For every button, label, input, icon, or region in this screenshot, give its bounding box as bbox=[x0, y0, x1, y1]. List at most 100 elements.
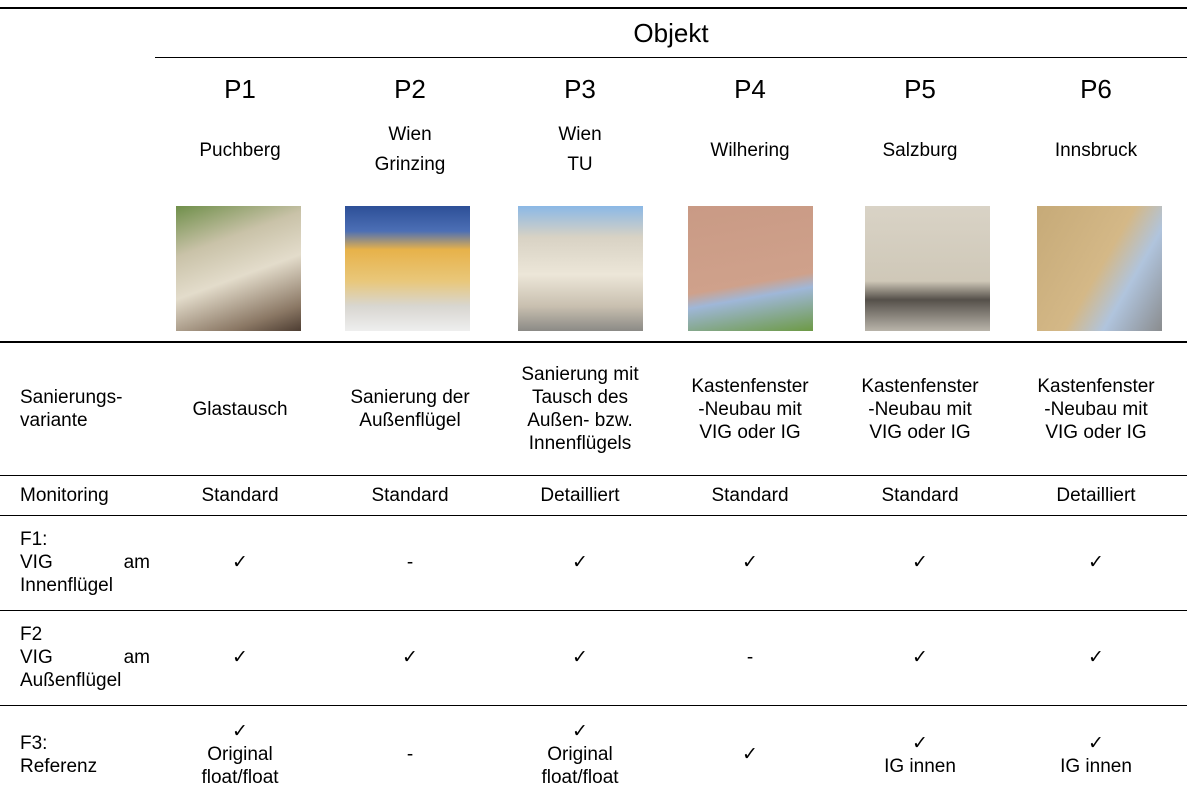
cell-line: ✓ bbox=[912, 732, 928, 754]
top-rule bbox=[0, 7, 1187, 9]
cell-line: IG innen bbox=[884, 755, 956, 777]
cell: - bbox=[665, 610, 835, 705]
cell: ✓ bbox=[155, 515, 325, 610]
location-line: Grinzing bbox=[374, 154, 446, 175]
location-line: Wien bbox=[558, 124, 602, 145]
row-label-line: F3: bbox=[20, 732, 48, 754]
cell: ✓ bbox=[155, 610, 325, 705]
cell: ✓ bbox=[1005, 515, 1187, 610]
cell-line: float/float bbox=[201, 767, 279, 788]
row-label-line: Referenz bbox=[20, 755, 98, 777]
cell-line: ✓ bbox=[742, 744, 758, 765]
row-label-line: variante bbox=[20, 410, 88, 431]
cell: Sanierung mit Tausch des Außen- bzw. Innenf… bbox=[495, 343, 665, 475]
column-id: P2 bbox=[394, 73, 426, 104]
cell-line: Außenflügel bbox=[359, 410, 461, 431]
cell-line: - bbox=[406, 552, 414, 573]
row-label: F2 VIG am Außenflügel bbox=[0, 610, 155, 705]
cell: Kastenfenster -Neubau mit VIG oder IG bbox=[835, 343, 1005, 475]
column-id: P3 bbox=[564, 73, 596, 104]
cell-line: ✓ bbox=[1088, 647, 1104, 668]
row-label-line: Monitoring bbox=[20, 484, 109, 506]
cell: ✓ bbox=[325, 610, 495, 705]
photo bbox=[345, 206, 470, 331]
row-label-line: Außenflügel bbox=[20, 670, 122, 691]
cell-line: ✓ bbox=[572, 552, 588, 573]
cell-line: VIG oder IG bbox=[1045, 421, 1147, 443]
cell-line: - bbox=[406, 744, 414, 765]
row-label-line: Sanierungs- bbox=[20, 387, 123, 408]
column-id: P1 bbox=[224, 73, 256, 104]
row-label: F3: Referenz bbox=[0, 705, 155, 804]
photo bbox=[518, 206, 643, 331]
cell-line: Außen- bzw. bbox=[527, 410, 633, 431]
cell-line: Standard bbox=[201, 484, 279, 506]
cell-line: ✓ bbox=[912, 647, 928, 668]
cell: Sanierung der Außenflügel bbox=[325, 343, 495, 475]
cell: ✓ bbox=[835, 610, 1005, 705]
row-rule bbox=[0, 475, 1187, 476]
cell: ✓ bbox=[665, 705, 835, 804]
cell-line: ✓ bbox=[402, 647, 418, 668]
cell-line: Tausch des bbox=[531, 387, 629, 408]
cell-line: Kastenfenster bbox=[861, 375, 979, 397]
location: Wien TU bbox=[495, 120, 665, 182]
location-line: TU bbox=[567, 154, 593, 175]
cell-line: ✓ bbox=[572, 721, 588, 742]
cell-line: ✓ bbox=[1088, 732, 1104, 754]
cell-line: ✓ bbox=[912, 552, 928, 573]
cell-line: -Neubau mit bbox=[1044, 398, 1148, 420]
row-label: Monitoring bbox=[0, 475, 155, 515]
cell: Standard bbox=[835, 475, 1005, 515]
row-rule bbox=[0, 515, 1187, 516]
cell-line: -Neubau mit bbox=[698, 398, 802, 420]
cell: Kastenfenster -Neubau mit VIG oder IG bbox=[665, 343, 835, 475]
cell-line: Sanierung der bbox=[350, 387, 470, 408]
location: Salzburg bbox=[835, 120, 1005, 182]
column-id: P4 bbox=[734, 73, 766, 104]
cell: ✓ bbox=[495, 515, 665, 610]
cell: Detailliert bbox=[1005, 475, 1187, 515]
row-rule bbox=[0, 705, 1187, 706]
cell: ✓ IG innen bbox=[835, 705, 1005, 804]
cell-line: ✓ bbox=[572, 647, 588, 668]
cell: - bbox=[325, 705, 495, 804]
photo bbox=[865, 206, 990, 331]
cell-line: ✓ bbox=[232, 552, 248, 573]
cell-line: - bbox=[746, 647, 754, 668]
cell-line: Innenflügels bbox=[528, 433, 632, 454]
cell-line: Original bbox=[207, 744, 273, 765]
row-label-line: F1: bbox=[20, 529, 48, 550]
column-id: P6 bbox=[1080, 73, 1112, 104]
cell-line: Standard bbox=[371, 484, 449, 506]
cell-line: VIG oder IG bbox=[869, 421, 971, 443]
cell: Standard bbox=[665, 475, 835, 515]
row-label-line: VIG am bbox=[20, 647, 150, 668]
column-id: P5 bbox=[904, 73, 936, 104]
cell: Detailliert bbox=[495, 475, 665, 515]
row-label: F1: VIG am Innenflügel bbox=[0, 515, 155, 610]
cell: ✓ Original float/float bbox=[495, 705, 665, 804]
cell: ✓ Original float/float bbox=[155, 705, 325, 804]
location: Puchberg bbox=[155, 120, 325, 182]
row-label-line: F2 bbox=[20, 624, 43, 645]
cell-line: Glastausch bbox=[192, 398, 288, 420]
photo bbox=[688, 206, 813, 331]
cell: ✓ bbox=[495, 610, 665, 705]
cell: ✓ bbox=[1005, 610, 1187, 705]
row-label-line: Innenflügel bbox=[20, 575, 113, 596]
cell: Glastausch bbox=[155, 343, 325, 475]
photo bbox=[1037, 206, 1162, 331]
location-line: Wien bbox=[388, 124, 432, 145]
location-line: Innsbruck bbox=[1054, 140, 1138, 161]
location-line: Wilhering bbox=[710, 140, 790, 161]
cell-line: -Neubau mit bbox=[868, 398, 972, 420]
cell: Standard bbox=[325, 475, 495, 515]
header-rule bbox=[0, 341, 1187, 343]
row-rule bbox=[0, 610, 1187, 611]
cell: Standard bbox=[155, 475, 325, 515]
cell-line: Kastenfenster bbox=[691, 375, 809, 397]
cell: ✓ IG innen bbox=[1005, 705, 1187, 804]
cell-line: VIG oder IG bbox=[699, 421, 801, 443]
cell-line: Detailliert bbox=[540, 484, 620, 506]
